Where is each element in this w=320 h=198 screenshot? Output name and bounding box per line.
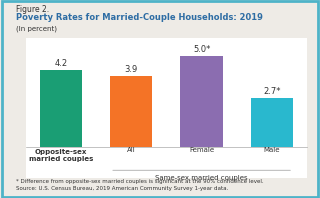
Text: All: All <box>127 147 136 152</box>
Text: Source: U.S. Census Bureau, 2019 American Community Survey 1-year data.: Source: U.S. Census Bureau, 2019 America… <box>16 186 228 191</box>
Text: (In percent): (In percent) <box>16 26 57 32</box>
Text: * Difference from opposite-sex married couples is significant at the 90% confide: * Difference from opposite-sex married c… <box>16 179 264 184</box>
Bar <box>251 97 293 147</box>
Text: 3.9: 3.9 <box>124 65 138 74</box>
Bar <box>40 70 82 147</box>
Text: 5.0*: 5.0* <box>193 45 210 54</box>
Text: Figure 2.: Figure 2. <box>16 5 49 14</box>
Text: Opposite-sex
married couples: Opposite-sex married couples <box>28 149 93 163</box>
Text: Female: Female <box>189 147 214 152</box>
Text: 2.7*: 2.7* <box>263 87 281 96</box>
Text: Poverty Rates for Married-Couple Households: 2019: Poverty Rates for Married-Couple Househo… <box>16 13 263 22</box>
Bar <box>110 76 152 147</box>
Text: Same-sex married couples: Same-sex married couples <box>155 175 248 181</box>
Text: 4.2: 4.2 <box>54 59 68 69</box>
Bar <box>180 56 223 147</box>
Text: Male: Male <box>264 147 280 152</box>
